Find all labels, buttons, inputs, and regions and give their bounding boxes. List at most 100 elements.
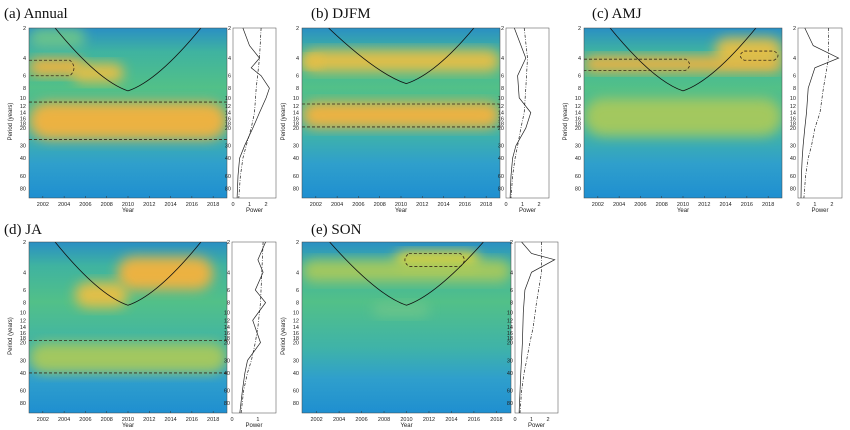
y-tick-label: 2: [23, 26, 26, 32]
y-tick-label: 10: [20, 310, 26, 316]
y-tick-label: 12: [293, 104, 299, 110]
gws-y-tick-label: 10: [507, 310, 513, 316]
y-tick-label: 6: [296, 288, 299, 294]
gws-x-tick-label: 2: [547, 417, 550, 423]
gws-y-tick-label: 4: [501, 56, 504, 62]
y-tick-label: 60: [575, 174, 581, 180]
y-tick-label: 16: [20, 331, 26, 337]
x-tick-label: 2006: [634, 202, 646, 208]
gws-y-tick-label: 14: [498, 111, 504, 117]
y-tick-label: 6: [23, 74, 26, 80]
x-tick-label: 2002: [37, 417, 49, 423]
cone-of-influence: [54, 28, 202, 92]
y-tick-label: 10: [575, 96, 581, 102]
y-tick-label: 30: [20, 144, 26, 150]
gws-y-tick-label: 14: [224, 325, 230, 331]
gws-y-tick-label: 30: [790, 144, 796, 150]
gws-y-tick-label: 10: [225, 96, 231, 102]
global-power-frame: [231, 241, 277, 414]
y-tick-label: 2: [23, 240, 26, 246]
gws-y-tick-label: 6: [793, 74, 796, 80]
x-axis-label: Year: [677, 208, 689, 214]
gws-y-tick-label: 40: [498, 156, 504, 162]
gws-x-axis-label: Power: [519, 208, 536, 214]
y-tick-label: 16: [293, 331, 299, 337]
y-tick-label: 18: [293, 121, 299, 127]
x-tick-label: 2010: [395, 202, 407, 208]
heatmap: [302, 28, 500, 198]
y-tick-label: 10: [293, 310, 299, 316]
y-tick-label: 6: [296, 74, 299, 80]
y-tick-label: 80: [20, 186, 26, 192]
panel-title: (a) Annual: [4, 6, 68, 22]
gws-y-tick-label: 40: [225, 156, 231, 162]
gws-y-tick-label: 2: [227, 240, 230, 246]
gws-y-tick-label: 8: [501, 86, 504, 92]
power-blob: [74, 282, 128, 308]
gws-y-tick-label: 40: [507, 371, 513, 377]
y-tick-label: 18: [293, 336, 299, 342]
x-tick-label: 2008: [374, 202, 386, 208]
x-tick-label: 2004: [333, 417, 345, 423]
y-axis-label: Period (years): [8, 103, 14, 141]
gws-x-tick-label: 0: [796, 202, 799, 208]
y-tick-label: 4: [578, 56, 581, 62]
y-tick-label: 10: [20, 96, 26, 102]
y-tick-label: 80: [293, 186, 299, 192]
y-tick-label: 2: [296, 240, 299, 246]
y-tick-label: 60: [293, 389, 299, 395]
x-tick-label: 2014: [164, 417, 176, 423]
gws-y-tick-label: 80: [225, 186, 231, 192]
gws-y-tick-label: 12: [225, 104, 231, 110]
gws-x-tick-label: 0: [231, 202, 234, 208]
gws-y-tick-label: 12: [224, 318, 230, 324]
gws-y-tick-label: 30: [507, 358, 513, 364]
x-tick-label: 2012: [423, 417, 435, 423]
x-tick-label: 2014: [445, 417, 457, 423]
gws-x-axis-label: Power: [811, 208, 828, 214]
gws-y-tick-label: 20: [498, 126, 504, 132]
y-tick-label: 10: [293, 96, 299, 102]
y-tick-label: 20: [575, 126, 581, 132]
gws-y-tick-label: 12: [790, 104, 796, 110]
gws-y-tick-label: 2: [501, 26, 504, 32]
gws-y-tick-label: 10: [498, 96, 504, 102]
x-tick-label: 2006: [352, 202, 364, 208]
global-power-frame: [505, 27, 550, 199]
gws-y-tick-label: 20: [224, 341, 230, 347]
x-axis-label: Year: [122, 208, 134, 214]
gws-y-tick-label: 16: [507, 331, 513, 337]
panel-title: (c) AMJ: [592, 6, 642, 22]
y-tick-label: 20: [293, 341, 299, 347]
gws-y-tick-label: 80: [790, 186, 796, 192]
gws-y-tick-label: 20: [790, 126, 796, 132]
gws-x-axis-label: Power: [245, 423, 262, 429]
x-axis-label: Year: [122, 423, 134, 429]
y-tick-label: 40: [20, 371, 26, 377]
gws-y-tick-label: 8: [793, 86, 796, 92]
y-tick-label: 14: [293, 111, 299, 117]
x-tick-label: 2004: [58, 417, 70, 423]
y-tick-label: 40: [293, 371, 299, 377]
significance-contour: [739, 50, 779, 61]
y-tick-label: 18: [20, 336, 26, 342]
gws-x-tick-label: 1: [530, 417, 533, 423]
gws-y-tick-label: 6: [228, 74, 231, 80]
significance-line: [519, 242, 542, 414]
power-blob: [29, 102, 227, 140]
y-tick-label: 8: [296, 301, 299, 307]
gws-y-tick-label: 4: [510, 270, 513, 276]
y-tick-label: 4: [23, 270, 26, 276]
x-tick-label: 2008: [101, 417, 113, 423]
y-tick-label: 20: [293, 126, 299, 132]
power-blob: [29, 28, 86, 49]
x-tick-label: 2014: [719, 202, 731, 208]
significance-contour: [29, 59, 75, 77]
gws-y-tick-label: 60: [224, 389, 230, 395]
x-tick-label: 2016: [186, 202, 198, 208]
y-tick-label: 16: [20, 116, 26, 122]
y-tick-label: 30: [575, 144, 581, 150]
